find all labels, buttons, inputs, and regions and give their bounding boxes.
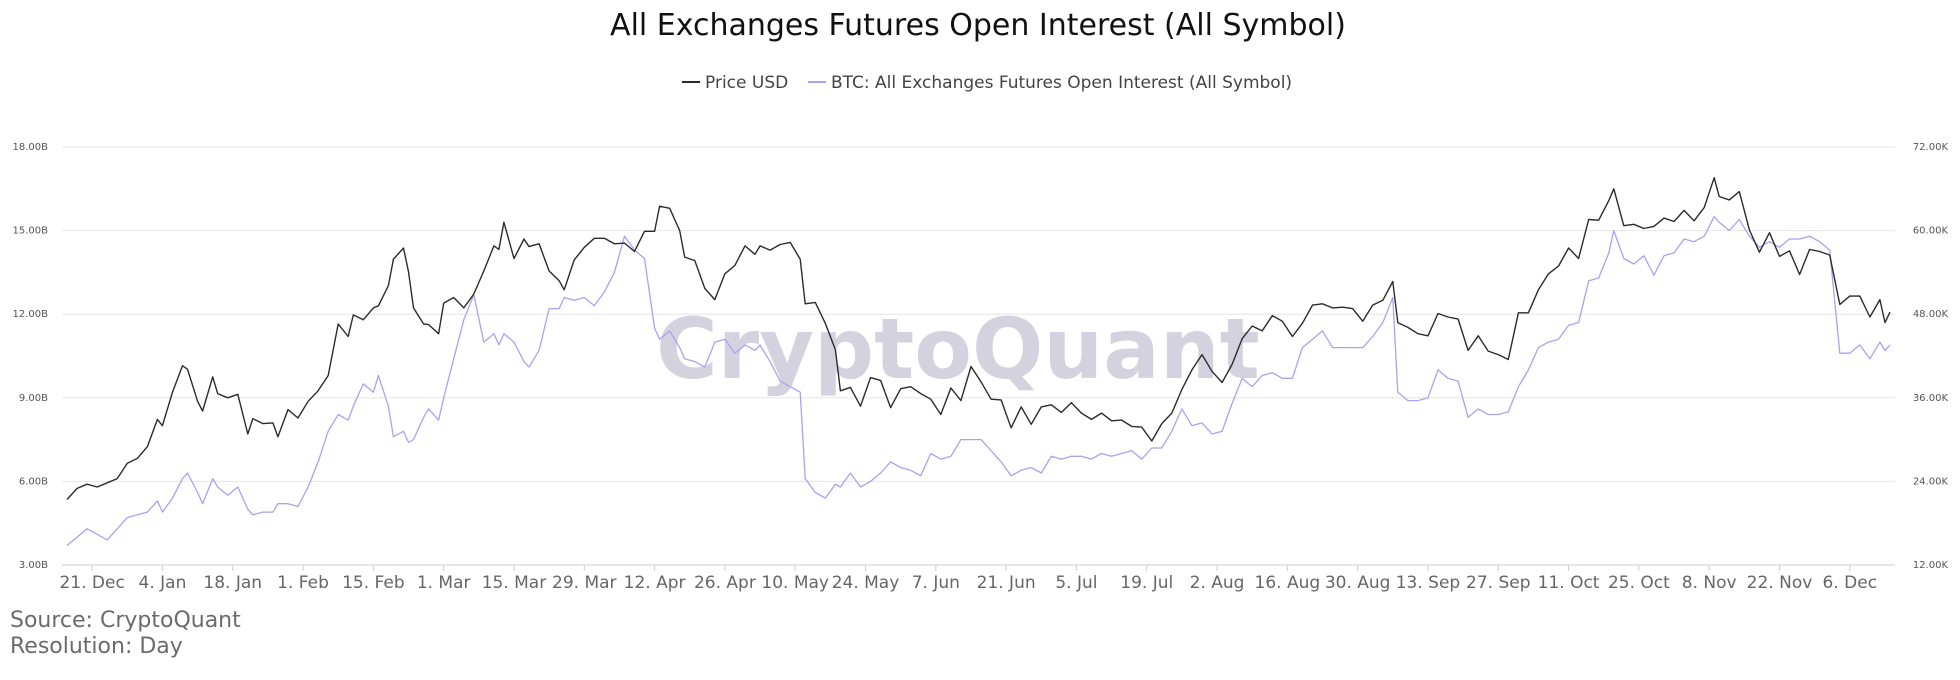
x-tick-label: 1. Feb [277, 573, 329, 593]
x-tick-label: 22. Nov [1747, 573, 1813, 593]
x-tick-label: 15. Mar [482, 573, 547, 593]
y-left-tick-label: 18.00B [13, 142, 49, 153]
x-tick-label: 21. Jun [977, 573, 1036, 593]
x-tick-label: 1. Mar [417, 573, 471, 593]
chart-canvas: All Exchanges Futures Open Interest (All… [13, 8, 1949, 593]
y-left-tick-label: 3.00B [19, 560, 48, 571]
legend-item-price[interactable]: Price USD [682, 73, 788, 93]
y-right-tick-label: 12.00K [1913, 560, 1949, 571]
x-tick-label: 11. Oct [1538, 573, 1600, 593]
x-tick-label: 26. Apr [694, 573, 756, 593]
chart-title: All Exchanges Futures Open Interest (All… [610, 8, 1346, 43]
x-tick-label: 13. Sep [1396, 573, 1460, 593]
y-axis-right: 12.00K 24.00K 36.00K 48.00K 60.00K 72.00K [1913, 142, 1949, 571]
series-line-open-interest[interactable] [66, 216, 1891, 546]
y-right-tick-label: 36.00K [1913, 393, 1949, 404]
x-tick-label: 27. Sep [1466, 573, 1530, 593]
series-group [66, 176, 1891, 546]
y-right-tick-label: 60.00K [1913, 226, 1949, 237]
y-right-tick-label: 48.00K [1913, 309, 1949, 320]
resolution-label: Resolution: Day [10, 634, 183, 659]
y-right-tick-label: 72.00K [1913, 142, 1949, 153]
x-tick-label: 15. Feb [342, 573, 405, 593]
y-left-tick-label: 9.00B [19, 393, 48, 404]
source-label: Source: CryptoQuant [10, 608, 241, 633]
y-left-tick-label: 15.00B [13, 226, 49, 237]
x-tick-label: 6. Dec [1823, 573, 1878, 593]
legend-label-price: Price USD [705, 73, 788, 93]
y-right-tick-label: 24.00K [1913, 476, 1949, 487]
y-left-tick-label: 6.00B [19, 476, 48, 487]
x-tick-label: 25. Oct [1608, 573, 1670, 593]
x-tick-label: 5. Jul [1055, 573, 1097, 593]
x-tick-label: 4. Jan [139, 573, 187, 593]
legend-item-open-interest[interactable]: BTC: All Exchanges Futures Open Interest… [808, 73, 1292, 93]
watermark: CryptoQuant [656, 300, 1260, 398]
series-line-price[interactable] [66, 176, 1891, 500]
y-axis-left: 3.00B 6.00B 9.00B 12.00B 15.00B 18.00B [13, 142, 49, 571]
x-tick-label: 30. Aug [1325, 573, 1391, 593]
x-tick-label: 29. Mar [552, 573, 617, 593]
x-tick-label: 18. Jan [203, 573, 262, 593]
x-tick-label: 19. Jul [1120, 573, 1173, 593]
x-tick-label: 2. Aug [1190, 573, 1245, 593]
x-tick-label: 24. May [832, 573, 900, 593]
x-tick-label: 12. Apr [624, 573, 686, 593]
x-tick-label: 16. Aug [1255, 573, 1321, 593]
x-axis: 21. Dec 4. Jan 18. Jan 1. Feb 15. Feb 1. Mar 1… [59, 565, 1877, 593]
x-tick-label: 8. Nov [1682, 573, 1737, 593]
legend: Price USD BTC: All Exchanges Futures Ope… [682, 73, 1292, 93]
y-left-tick-label: 12.00B [13, 309, 49, 320]
x-tick-label: 21. Dec [59, 573, 124, 593]
legend-label-open-interest: BTC: All Exchanges Futures Open Interest… [831, 73, 1292, 93]
x-tick-label: 10. May [761, 573, 829, 593]
x-tick-label: 7. Jun [912, 573, 960, 593]
